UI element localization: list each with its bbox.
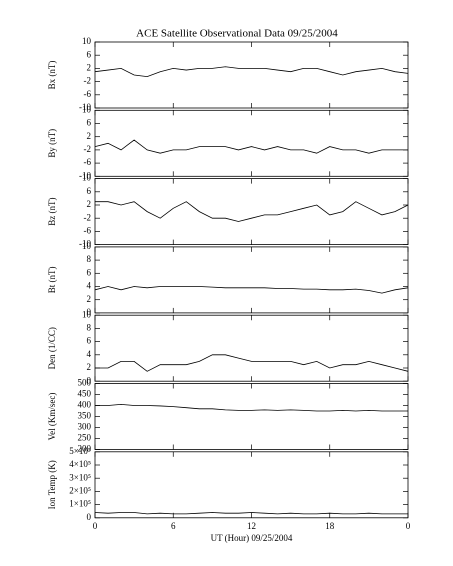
y-tick-label: 6 xyxy=(87,186,92,196)
plot-frame xyxy=(94,314,409,382)
y-tick-label: -2 xyxy=(84,212,92,222)
y-tick-label: 10 xyxy=(82,173,92,183)
y-tick-label: -10 xyxy=(79,239,91,249)
chart-title: ACE Satellite Observational Data 09/25/2… xyxy=(136,28,338,40)
y-tick-label: 10 xyxy=(82,36,92,46)
data-line xyxy=(94,66,409,78)
x-tick-label: 12 xyxy=(247,521,256,531)
data-line xyxy=(95,403,408,412)
plot-frame xyxy=(94,41,409,109)
y-tick-label: 450 xyxy=(78,389,92,399)
y-tick-label: 10 xyxy=(82,309,92,319)
y-tick-label: -10 xyxy=(79,170,91,180)
y-axis-label: Bt (nT) xyxy=(47,267,57,294)
y-tick-label: 2×10⁵ xyxy=(69,485,91,495)
y-tick-label: 2 xyxy=(87,131,92,141)
y-tick-label: 200 xyxy=(78,444,92,454)
y-tick-label: 400 xyxy=(78,400,92,410)
y-axis-label: Ion Temp (K) xyxy=(47,460,57,509)
y-tick-label: 1×10⁵ xyxy=(69,499,91,509)
y-tick-label: -6 xyxy=(84,89,92,99)
y-axis-label: By (nT) xyxy=(47,129,57,158)
data-line xyxy=(95,354,409,372)
y-tick-label: 8 xyxy=(87,254,92,264)
y-tick-label: -2 xyxy=(84,76,92,86)
y-tick-label: 2 xyxy=(87,62,92,72)
y-tick-label: 350 xyxy=(78,411,92,421)
y-tick-label: 0 xyxy=(87,307,92,317)
x-tick-label: 0 xyxy=(406,521,411,531)
y-tick-label: -2 xyxy=(84,144,92,154)
y-tick-label: -10 xyxy=(79,102,91,112)
y-tick-label: -6 xyxy=(84,225,92,235)
y-tick-label: 2 xyxy=(87,294,92,304)
x-tick-label: 18 xyxy=(325,521,335,531)
data-line xyxy=(95,201,409,222)
y-tick-label: 4 xyxy=(87,281,92,291)
y-axis-label: Bz (nT) xyxy=(47,197,57,225)
y-tick-label: 8 xyxy=(87,322,92,332)
y-axis-label: Vel (Km/sec) xyxy=(47,393,57,441)
y-tick-label: 500 xyxy=(78,378,92,388)
y-tick-label: 300 xyxy=(78,422,92,432)
y-tick-label: 3×10⁵ xyxy=(69,472,91,482)
y-tick-label: 6 xyxy=(87,336,92,346)
x-tick-label: 0 xyxy=(93,521,98,531)
y-tick-label: 250 xyxy=(78,433,92,443)
y-tick-label: 4×10⁵ xyxy=(69,459,91,469)
y-tick-label: 6 xyxy=(87,118,92,128)
y-tick-label: 2 xyxy=(87,199,92,209)
y-tick-label: 6 xyxy=(87,267,92,277)
x-tick-label: 6 xyxy=(171,521,176,531)
y-tick-label: 4 xyxy=(87,349,92,359)
plot-frame xyxy=(94,109,409,177)
y-tick-label: 6 xyxy=(87,49,92,59)
plot-frame xyxy=(94,383,409,450)
data-line xyxy=(94,139,408,154)
y-tick-label: 10 xyxy=(82,104,92,114)
y-tick-label: 5×10⁵ xyxy=(69,446,91,456)
y-axis-label: Den (1/CC) xyxy=(47,327,57,369)
y-tick-label: 10 xyxy=(82,241,92,251)
y-axis-label: Bx (nT) xyxy=(47,61,57,90)
plot-frame xyxy=(94,178,409,246)
y-tick-label: 0 xyxy=(87,512,92,522)
data-line xyxy=(94,512,408,515)
plot-frame xyxy=(94,246,409,314)
y-tick-label: -6 xyxy=(84,157,92,167)
plot-frame xyxy=(94,451,409,519)
y-tick-label: 2 xyxy=(87,362,92,372)
y-tick-label: 0 xyxy=(87,375,92,385)
x-axis-label: UT (Hour) 09/25/2004 xyxy=(211,533,293,543)
data-line xyxy=(94,286,409,294)
